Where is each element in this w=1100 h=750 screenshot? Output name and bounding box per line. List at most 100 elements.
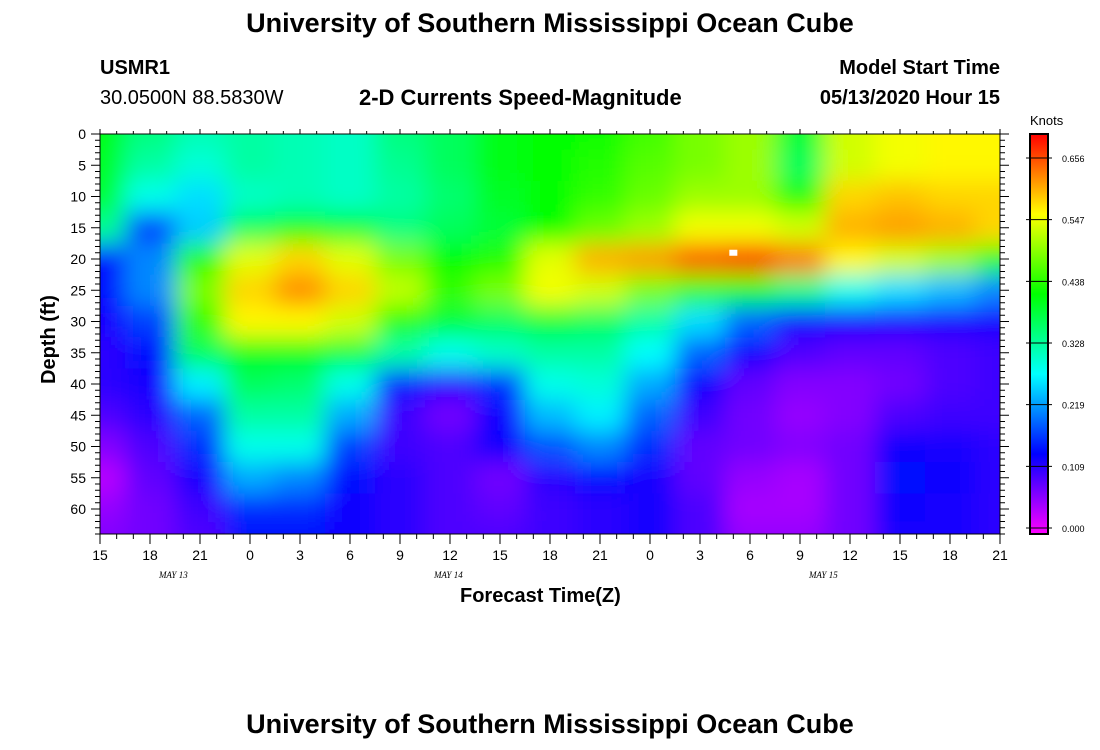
- heatmap-cell: [975, 305, 1000, 338]
- heatmap-cell: [475, 399, 526, 432]
- heatmap-cell: [275, 212, 326, 244]
- heatmap-cell: [725, 149, 776, 182]
- heatmap-cell: [975, 337, 1000, 369]
- heatmap-cell: [100, 134, 126, 151]
- heatmap-cell: [425, 274, 476, 307]
- heatmap-cell: [875, 274, 926, 307]
- heatmap-cell: [825, 149, 876, 182]
- heatmap-cell: [825, 274, 876, 307]
- heatmap-cell: [575, 368, 626, 401]
- heatmap-cell: [225, 368, 276, 401]
- depth-tick-label: 0: [78, 126, 86, 142]
- colorbar-unit: Knots: [1030, 113, 1064, 128]
- heatmap-cell: [275, 399, 326, 432]
- heatmap-cell: [975, 462, 1000, 494]
- heatmap-cell: [825, 305, 876, 338]
- heatmap-cell: [375, 180, 426, 213]
- heatmap-cell: [425, 305, 476, 338]
- heatmap-cell: [325, 337, 376, 369]
- heatmap-cell: [175, 180, 226, 213]
- depth-tick-label: 60: [70, 501, 86, 517]
- heatmap-cell: [125, 212, 176, 244]
- heatmap-cell: [675, 180, 726, 213]
- heatmap-cell: [525, 337, 576, 369]
- heatmap-cell: [425, 337, 476, 369]
- heatmap-cell: [725, 243, 776, 276]
- time-tick-label: 6: [746, 547, 754, 563]
- heatmap-cell: [675, 149, 726, 182]
- heatmap-cell: [325, 305, 376, 338]
- heatmap-cell: [225, 430, 276, 463]
- heatmap-cell: [575, 399, 626, 432]
- heatmap-cell: [875, 243, 926, 276]
- heatmap-cell: [100, 305, 126, 338]
- heatmap-cell: [575, 305, 626, 338]
- heatmap-cell: [475, 212, 526, 244]
- heatmap-cell: [875, 134, 926, 151]
- heatmap-cell: [675, 212, 726, 244]
- heatmap-cell: [625, 399, 676, 432]
- heatmap-cell: [525, 149, 576, 182]
- heatmap-cell: [675, 493, 726, 522]
- heatmap-cell: [975, 212, 1000, 244]
- depth-tick-label: 30: [70, 314, 86, 330]
- heatmap-cell: [575, 337, 626, 369]
- heatmap-cell: [625, 149, 676, 182]
- heatmap-cell: [875, 149, 926, 182]
- heatmap-cell: [775, 493, 826, 522]
- model-start-time: 05/13/2020 Hour 15: [819, 87, 1000, 109]
- heatmap-cell: [425, 399, 476, 432]
- heatmap-cell: [275, 305, 326, 338]
- heatmap-cell: [475, 274, 526, 307]
- colorbar-tick-label: 0.656: [1062, 154, 1085, 164]
- heatmap-cell: [375, 462, 426, 494]
- heatmap-cell: [975, 493, 1000, 522]
- heatmap-cell: [125, 521, 176, 534]
- heatmap-cell: [625, 180, 676, 213]
- heatmap-cell: [125, 243, 176, 276]
- heatmap-cell: [725, 180, 776, 213]
- heatmap-cell: [575, 462, 626, 494]
- heatmap-cell: [675, 134, 726, 151]
- heatmap-cell: [625, 521, 676, 534]
- colorbar-tick-label: 0.000: [1062, 524, 1085, 534]
- heatmap-cell: [125, 274, 176, 307]
- colorbar-tick-label: 0.547: [1062, 216, 1085, 226]
- station-coordinates: 30.0500N 88.5830W: [100, 87, 284, 109]
- heatmap-cell: [475, 243, 526, 276]
- heatmap-cell: [925, 243, 976, 276]
- heatmap-cell: [275, 462, 326, 494]
- time-tick-label: 9: [396, 547, 404, 563]
- time-tick-label: 0: [646, 547, 654, 563]
- heatmap-cell: [725, 399, 776, 432]
- heatmap-cell: [975, 134, 1000, 151]
- heatmap-cell: [375, 430, 426, 463]
- depth-tick-label: 25: [70, 282, 86, 298]
- heatmap-cell: [775, 399, 826, 432]
- heatmap-cell: [675, 305, 726, 338]
- heatmap-cell: [925, 134, 976, 151]
- heatmap-cell: [875, 180, 926, 213]
- heatmap-cell: [525, 274, 576, 307]
- heatmap-cell: [525, 305, 576, 338]
- heatmap-cell: [275, 243, 326, 276]
- heatmap-cell: [625, 430, 676, 463]
- heatmap-cell: [275, 521, 326, 534]
- depth-tick-label: 50: [70, 439, 86, 455]
- heatmap-cell: [100, 274, 126, 307]
- heatmap-cell: [875, 399, 926, 432]
- heatmap-cell: [725, 493, 776, 522]
- heatmap-cell: [100, 430, 126, 463]
- heatmap-cell: [375, 274, 426, 307]
- heatmap-cell: [575, 274, 626, 307]
- colorbar-tick-label: 0.109: [1062, 462, 1085, 472]
- heatmap-cell: [175, 521, 226, 534]
- heatmap-cell: [225, 462, 276, 494]
- heatmap-cell: [225, 134, 276, 151]
- depth-tick-label: 5: [78, 157, 86, 173]
- heatmap-cell: [575, 134, 626, 151]
- heatmap-cell: [475, 134, 526, 151]
- heatmap-cell: [625, 368, 676, 401]
- heatmap-cell: [125, 462, 176, 494]
- heatmap-cell: [625, 462, 676, 494]
